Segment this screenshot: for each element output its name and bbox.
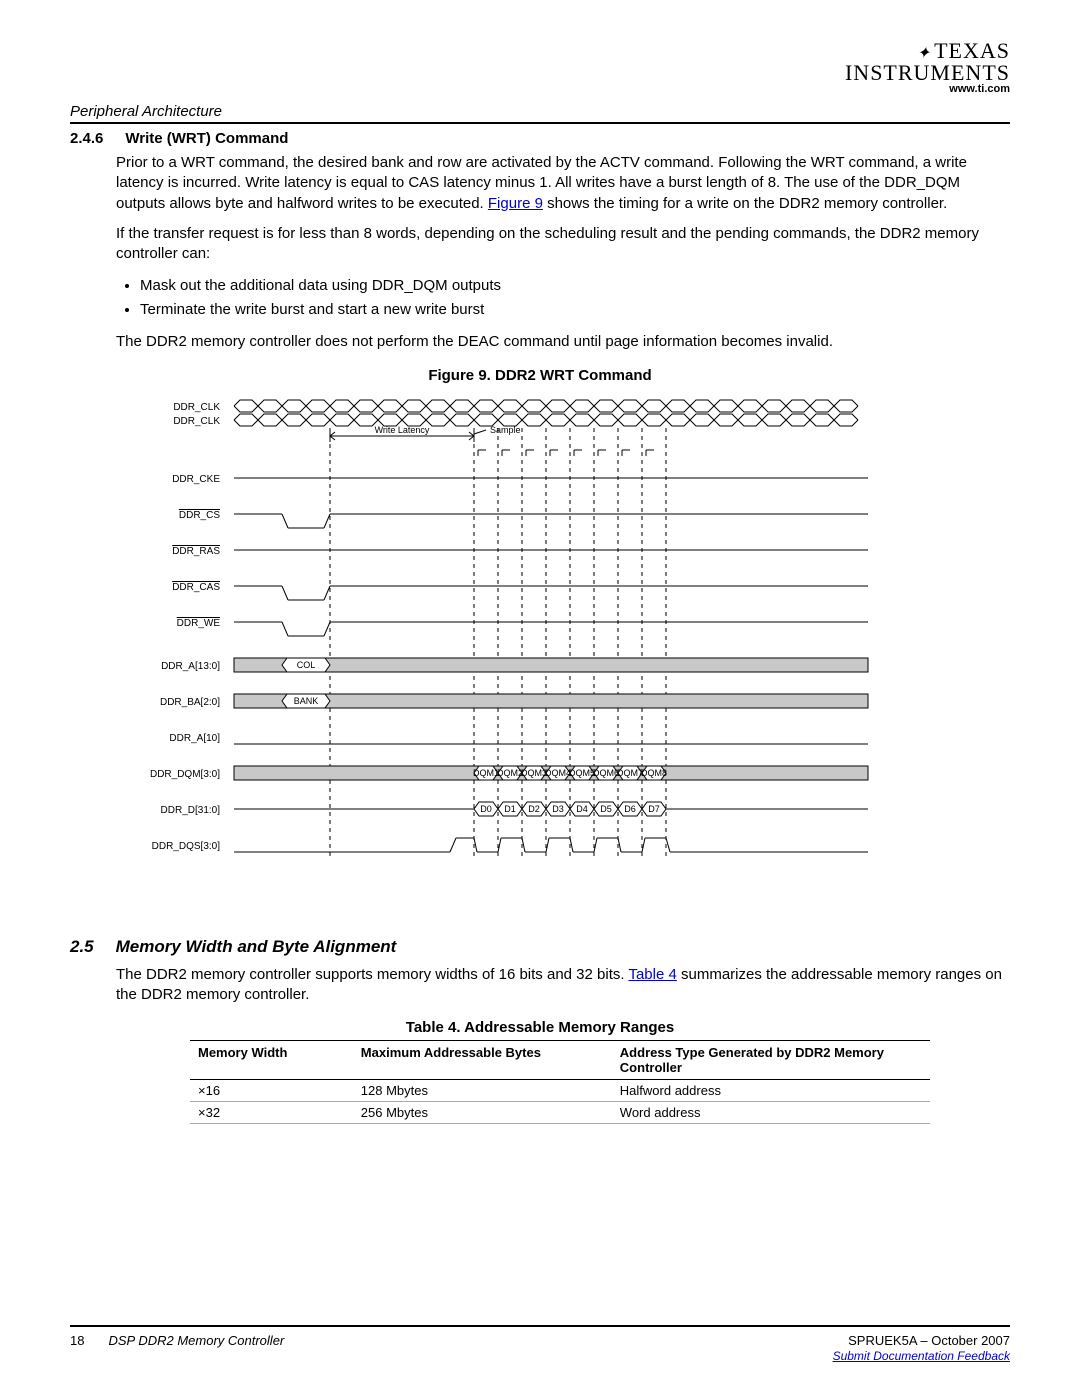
doc-title: DSP DDR2 Memory Controller — [108, 1333, 284, 1348]
table-row: ×32 256 Mbytes Word address — [190, 1102, 930, 1124]
svg-text:DDR_BA[2:0]: DDR_BA[2:0] — [160, 697, 220, 708]
svg-text:DDR_CAS: DDR_CAS — [172, 582, 220, 593]
svg-text:DDR_CS: DDR_CS — [179, 510, 220, 521]
svg-text:DQM3: DQM3 — [521, 768, 547, 778]
svg-text:D2: D2 — [528, 804, 540, 814]
table-header: Memory Width — [190, 1041, 353, 1080]
doc-revision: SPRUEK5A – October 2007 — [833, 1333, 1010, 1348]
section-2-5-heading: 2.5 Memory Width and Byte Alignment — [70, 937, 1010, 957]
table-caption: Table 4. Addressable Memory Ranges — [70, 1019, 1010, 1036]
paragraph-25: The DDR2 memory controller supports memo… — [116, 965, 1010, 1006]
section-2-4-6-heading: 2.4.6 Write (WRT) Command — [70, 130, 1010, 147]
svg-text:DQM8: DQM8 — [641, 768, 667, 778]
svg-text:Write Latency: Write Latency — [375, 425, 430, 435]
svg-text:DDR_CLK: DDR_CLK — [173, 402, 220, 413]
svg-text:D7: D7 — [648, 804, 660, 814]
svg-text:DQM5: DQM5 — [569, 768, 595, 778]
svg-text:DDR_A[13:0]: DDR_A[13:0] — [161, 661, 220, 672]
svg-text:DDR_RAS: DDR_RAS — [172, 546, 220, 557]
svg-text:D3: D3 — [552, 804, 564, 814]
timing-diagram: DDR_CLK DDR_CLK Write Latency Sample DDR_CKE… — [116, 388, 1010, 913]
page-footer: 18 DSP DDR2 Memory Controller SPRUEK5A –… — [70, 1325, 1010, 1363]
svg-text:DDR_DQS[3:0]: DDR_DQS[3:0] — [152, 841, 221, 852]
svg-text:DDR_WE: DDR_WE — [177, 618, 221, 629]
bullet-item: Terminate the write burst and start a ne… — [140, 298, 1010, 322]
feedback-link[interactable]: Submit Documentation Feedback — [833, 1349, 1010, 1363]
svg-text:DQM7: DQM7 — [617, 768, 643, 778]
bullet-item: Mask out the additional data using DDR_D… — [140, 274, 1010, 298]
svg-text:D5: D5 — [600, 804, 612, 814]
paragraph-1: Prior to a WRT command, the desired bank… — [116, 153, 1010, 214]
bullet-list: Mask out the additional data using DDR_D… — [140, 274, 1010, 322]
page-header: ✦TEXAS INSTRUMENTS www.ti.com — [70, 40, 1010, 95]
svg-text:D6: D6 — [624, 804, 636, 814]
svg-text:DDR_CKE: DDR_CKE — [172, 474, 220, 485]
svg-text:D4: D4 — [576, 804, 588, 814]
paragraph-2: If the transfer request is for less than… — [116, 224, 1010, 265]
svg-text:D0: D0 — [480, 804, 492, 814]
timing-svg: DDR_CLK DDR_CLK Write Latency Sample DDR_CKE… — [116, 388, 876, 908]
svg-text:DDR_D[31:0]: DDR_D[31:0] — [161, 805, 221, 816]
svg-text:DQM1: DQM1 — [473, 768, 499, 778]
svg-text:DDR_DQM[3:0]: DDR_DQM[3:0] — [150, 769, 220, 780]
table-4: Memory Width Maximum Addressable Bytes A… — [190, 1040, 930, 1124]
ti-logo: ✦TEXAS INSTRUMENTS www.ti.com — [845, 40, 1010, 95]
table-4-link[interactable]: Table 4 — [628, 966, 676, 983]
section-title: Write (WRT) Command — [125, 130, 288, 147]
svg-text:DQM6: DQM6 — [593, 768, 619, 778]
logo-instruments: INSTRUMENTS — [845, 62, 1010, 84]
svg-text:Sample: Sample — [490, 425, 521, 435]
svg-text:BANK: BANK — [294, 696, 319, 706]
svg-text:DQM2: DQM2 — [497, 768, 523, 778]
table-header: Maximum Addressable Bytes — [353, 1041, 612, 1080]
section-title: Memory Width and Byte Alignment — [116, 937, 397, 957]
page-number: 18 — [70, 1333, 84, 1348]
svg-text:D1: D1 — [504, 804, 516, 814]
table-row: ×16 128 Mbytes Halfword address — [190, 1080, 930, 1102]
svg-text:COL: COL — [297, 660, 316, 670]
section-number: 2.4.6 — [70, 130, 103, 147]
section-number: 2.5 — [70, 937, 94, 957]
logo-url: www.ti.com — [845, 84, 1010, 95]
paragraph-3: The DDR2 memory controller does not perf… — [116, 332, 1010, 352]
svg-text:DDR_A[10]: DDR_A[10] — [169, 733, 220, 744]
svg-text:DDR_CLK: DDR_CLK — [173, 416, 220, 427]
table-header: Address Type Generated by DDR2 Memory Co… — [612, 1041, 930, 1080]
figure-9-link[interactable]: Figure 9 — [488, 195, 543, 212]
svg-text:DQM4: DQM4 — [545, 768, 571, 778]
figure-caption: Figure 9. DDR2 WRT Command — [70, 367, 1010, 384]
breadcrumb: Peripheral Architecture — [70, 103, 1010, 124]
